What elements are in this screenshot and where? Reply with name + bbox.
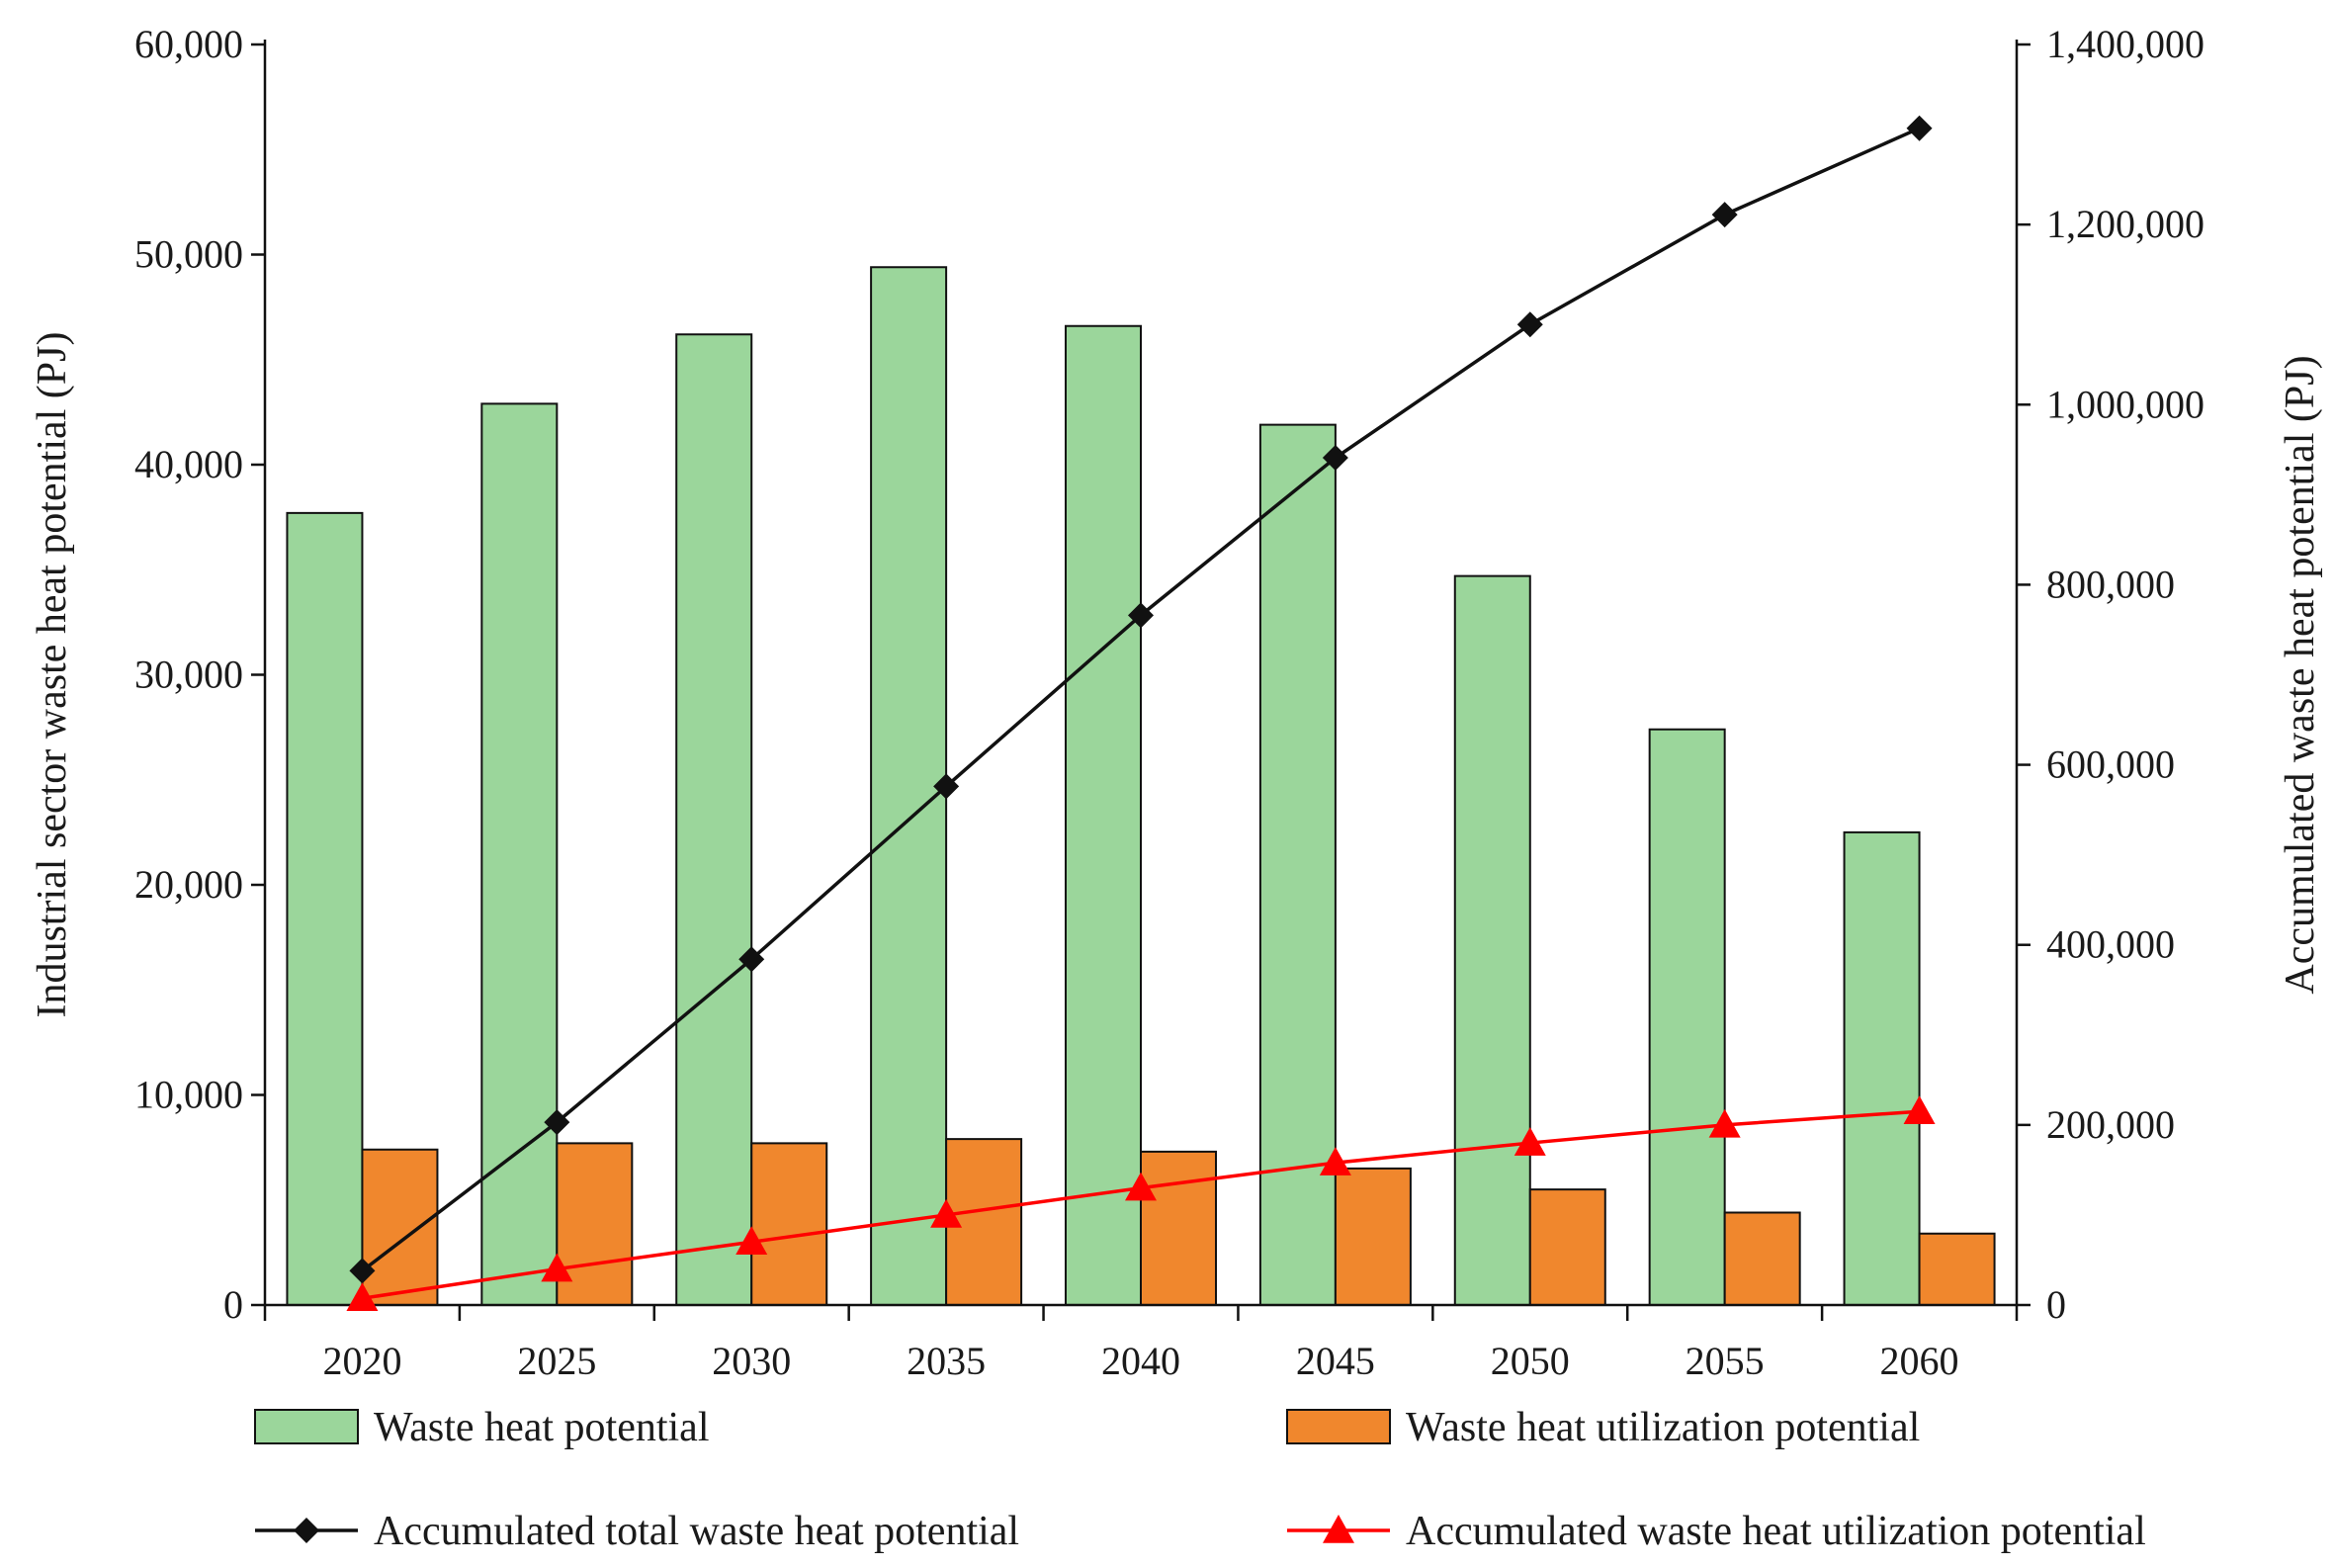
x-tick-label: 2055 <box>1686 1339 1765 1383</box>
accumulated-total-point-2030 <box>738 946 765 973</box>
x-tick-label: 2040 <box>1101 1339 1180 1383</box>
accumulated-utilization-point-2060 <box>1903 1095 1936 1124</box>
y-tick-label-right: 1,400,000 <box>2046 22 2205 66</box>
legend-label-accumulated-waste-heat-utilization-potential: Accumulated waste heat utilization poten… <box>1406 1509 2146 1554</box>
y-tick-label-right: 1,200,000 <box>2046 202 2205 246</box>
utilization-bar-2060 <box>1918 1232 1996 1306</box>
y-tick-label-right: 800,000 <box>2046 562 2175 606</box>
y-tick-label-left: 40,000 <box>134 442 243 486</box>
waste-heat-bar-2045 <box>1258 423 1337 1306</box>
accumulated-utilization-point-2050 <box>1513 1127 1546 1156</box>
x-tick-label: 2025 <box>517 1339 596 1383</box>
accumulated-total-point-2020 <box>349 1258 376 1284</box>
accumulated-utilization-point-2045 <box>1319 1147 1351 1176</box>
legend-label-waste-heat-utilization-potential: Waste heat utilization potential <box>1406 1405 1920 1450</box>
y-tick-label-left: 10,000 <box>134 1073 243 1117</box>
legend-marker-accumulated-waste-heat-utilization-potential <box>1323 1515 1354 1543</box>
y-tick-label-left: 30,000 <box>134 653 243 697</box>
utilization-bar-2030 <box>750 1142 828 1306</box>
x-tick-label: 2030 <box>712 1339 791 1383</box>
waste-heat-bar-2040 <box>1065 324 1142 1306</box>
legend-label-accumulated-total-waste-heat-potential: Accumulated total waste heat potential <box>374 1509 1019 1554</box>
accumulated-total-point-2025 <box>544 1109 570 1136</box>
y-tick-label-right: 400,000 <box>2046 922 2175 967</box>
accumulated-total-point-2050 <box>1516 311 1543 338</box>
lines-layer <box>346 115 1936 1312</box>
y-tick-label-right: 0 <box>2046 1282 2066 1327</box>
legend-marker-accumulated-total-waste-heat-potential <box>294 1518 319 1543</box>
accumulated-utilization-point-2025 <box>541 1253 573 1282</box>
waste-heat-bar-2020 <box>286 511 364 1306</box>
y-axis-title-right: Accumulated waste heat potential (PJ) <box>2278 355 2323 994</box>
y-tick-label-right: 1,000,000 <box>2046 382 2205 426</box>
y-tick-label-right: 200,000 <box>2046 1102 2175 1147</box>
utilization-bar-2045 <box>1334 1167 1412 1306</box>
bars-layer <box>286 266 1996 1306</box>
accumulated-utilization-point-2030 <box>735 1226 768 1256</box>
x-tick-label: 2020 <box>322 1339 401 1383</box>
waste-heat-bar-2030 <box>675 333 753 1306</box>
legend: Waste heat potential Waste heat utilizati… <box>254 1405 2146 1554</box>
y-tick-label-left: 20,000 <box>134 862 243 907</box>
accumulated-utilization-point-2020 <box>346 1282 379 1312</box>
waste-heat-bar-2055 <box>1648 728 1726 1306</box>
x-tick-label: 2060 <box>1880 1339 1959 1383</box>
y-tick-label-left: 0 <box>223 1282 243 1327</box>
waste-heat-bar-2050 <box>1453 574 1531 1306</box>
waste-heat-bar-2060 <box>1843 830 1921 1306</box>
y-tick-label-left: 60,000 <box>134 22 243 66</box>
utilization-bar-2055 <box>1723 1211 1801 1306</box>
y-tick-label-left: 50,000 <box>134 232 243 277</box>
utilization-bar-2020 <box>361 1148 439 1306</box>
accumulated-total-point-2045 <box>1322 445 1348 472</box>
accumulated-utilization-point-2055 <box>1708 1108 1741 1138</box>
utilization-bar-2050 <box>1528 1188 1606 1306</box>
y-axis-title-left: Industrial sector waste heat potential (… <box>30 332 75 1018</box>
x-tick-label: 2045 <box>1296 1339 1375 1383</box>
accumulated-total-point-2040 <box>1128 602 1154 629</box>
y-tick-label-right: 600,000 <box>2046 742 2175 787</box>
utilization-bar-2040 <box>1140 1150 1217 1306</box>
axes-layer: 0 10,000 20,000 30,000 40,000 50,000 60,000 0 20… <box>30 22 2323 1383</box>
accumulated-utilization-point-2040 <box>1125 1172 1157 1201</box>
legend-label-waste-heat-potential: Waste heat potential <box>374 1405 710 1450</box>
x-tick-label: 2035 <box>907 1339 986 1383</box>
accumulated-total-point-2060 <box>1906 115 1933 141</box>
accumulated-utilization-point-2035 <box>930 1198 963 1228</box>
accumulated-total-point-2055 <box>1711 202 1738 228</box>
waste-heat-bar-2025 <box>480 402 559 1306</box>
legend-swatch-waste-heat-potential <box>254 1409 359 1444</box>
legend-swatch-waste-heat-utilization-potential <box>1286 1409 1391 1444</box>
accumulated-total-point-2035 <box>933 773 960 800</box>
x-tick-label: 2050 <box>1491 1339 1570 1383</box>
